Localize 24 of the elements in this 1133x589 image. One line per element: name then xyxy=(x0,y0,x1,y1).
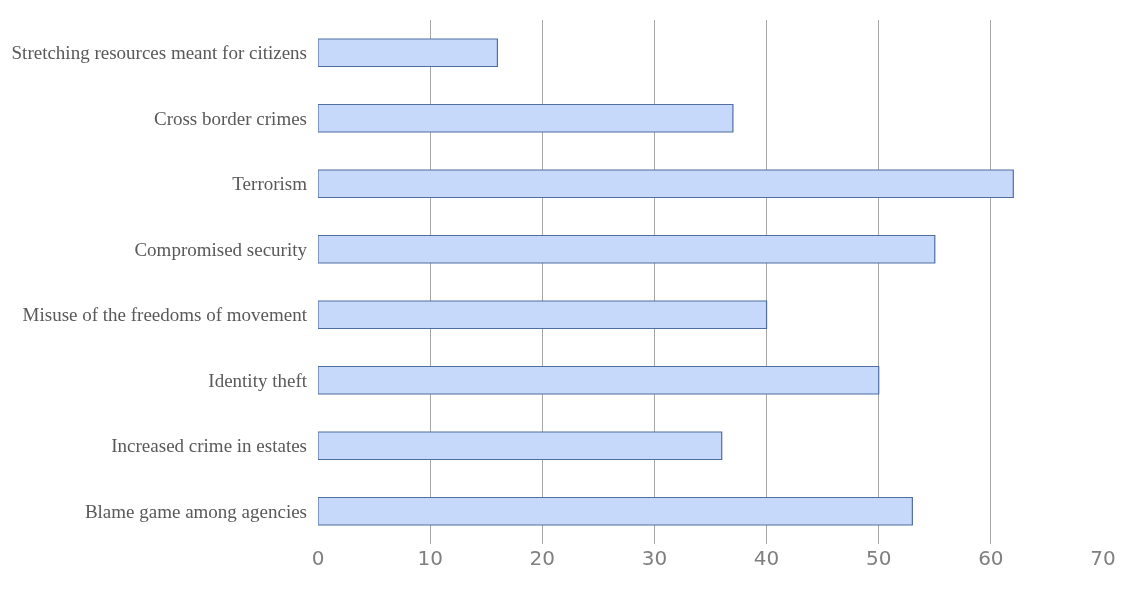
bar xyxy=(318,38,499,68)
x-tick-label: 60 xyxy=(978,546,1004,570)
y-tick-label: Identity theft xyxy=(208,369,308,391)
y-tick-label: Blame game among agencies xyxy=(84,500,307,522)
x-tick-label: 20 xyxy=(529,546,556,570)
y-tick-label: Cross border crimes xyxy=(153,107,307,129)
y-tick-label: Misuse of the freedoms of movement xyxy=(22,304,308,326)
bar xyxy=(318,365,880,395)
y-tick-label: Compromised security xyxy=(134,238,308,260)
x-tick-label: 10 xyxy=(417,546,443,570)
y-tick-label: Terrorism xyxy=(232,173,308,195)
x-tick-label: 70 xyxy=(1090,546,1116,570)
x-tick-label: 0 xyxy=(311,546,325,570)
bar xyxy=(318,496,913,526)
bar xyxy=(318,431,723,461)
bar xyxy=(318,169,1014,199)
y-tick-label: Stretching resources meant for citizens xyxy=(11,42,307,64)
y-tick-label: Increased crime in estates xyxy=(111,435,307,457)
x-tick-label: 30 xyxy=(641,546,668,570)
bar xyxy=(318,234,936,264)
bar xyxy=(318,300,768,330)
x-tick-label: 40 xyxy=(753,546,780,570)
bar xyxy=(318,103,734,133)
x-tick-label: 50 xyxy=(865,546,892,570)
